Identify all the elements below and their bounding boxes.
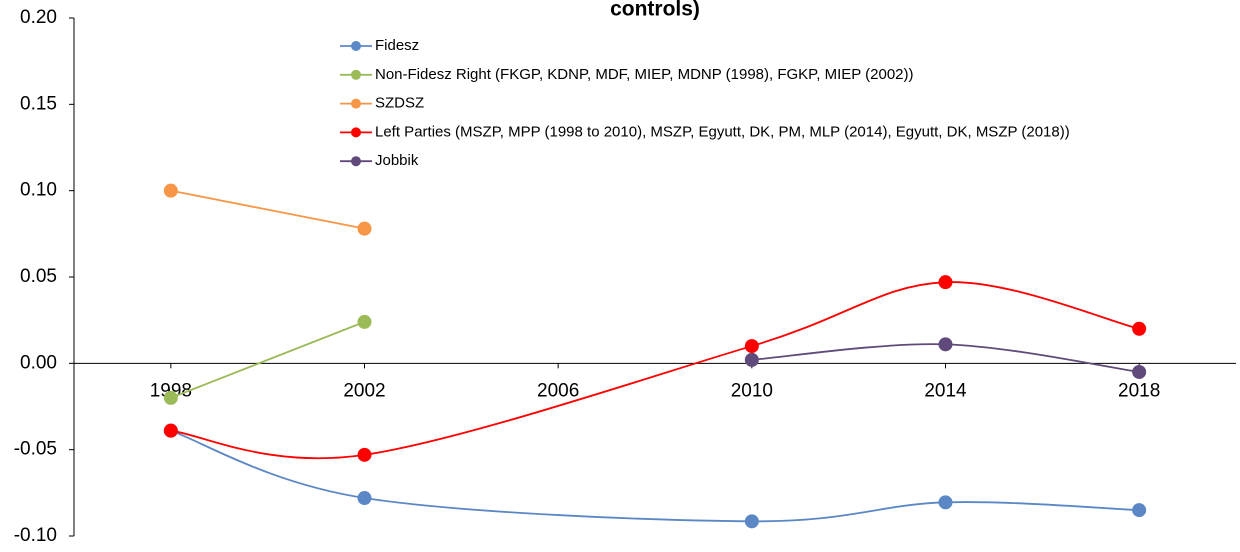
data-point <box>357 447 372 462</box>
legend-label: Jobbik <box>375 152 419 169</box>
data-point <box>357 314 372 329</box>
x-tick-label: 2014 <box>924 380 967 401</box>
series-line <box>170 281 1140 460</box>
legend-marker <box>351 156 361 167</box>
y-tick-label: 0.00 <box>20 352 57 373</box>
chart-title: controls) <box>610 0 700 21</box>
series-line <box>170 429 1140 523</box>
y-tick-label: -0.10 <box>14 525 57 546</box>
data-point <box>1132 321 1147 336</box>
legend-label: Fidesz <box>375 37 419 54</box>
data-point <box>357 221 372 236</box>
x-tick-label: 2002 <box>343 380 385 401</box>
x-tick-label: 2006 <box>537 380 579 401</box>
data-point <box>938 337 953 352</box>
data-point <box>163 423 178 438</box>
data-point <box>744 514 759 529</box>
legend-label: Left Parties (MSZP, MPP (1998 to 2010), … <box>375 123 1070 140</box>
data-point <box>357 491 372 506</box>
data-point <box>938 275 953 290</box>
y-tick-label: 0.15 <box>20 93 57 114</box>
x-tick-label: 1998 <box>150 380 192 401</box>
data-point <box>744 352 759 367</box>
data-point <box>163 183 178 198</box>
data-point <box>1132 364 1147 379</box>
data-point <box>744 339 759 354</box>
y-tick-label: 0.20 <box>20 7 57 28</box>
data-point <box>938 495 953 510</box>
legend-marker <box>351 41 361 51</box>
legend-marker <box>351 98 361 109</box>
y-tick-label: 0.10 <box>20 180 57 201</box>
legend-label: Non-Fidesz Right (FKGP, KDNP, MDF, MIEP,… <box>375 66 914 83</box>
data-point <box>1132 503 1147 518</box>
legend-marker <box>351 127 361 138</box>
y-tick-label: -0.05 <box>14 439 57 460</box>
y-tick-label: 0.05 <box>20 266 57 287</box>
series-line <box>170 321 365 399</box>
x-tick-label: 2018 <box>1118 380 1160 401</box>
legend-marker <box>351 69 361 80</box>
data-point <box>163 390 178 405</box>
legend-label: SZDSZ <box>375 95 424 112</box>
x-tick-label: 2010 <box>731 380 773 401</box>
series-line <box>170 189 365 230</box>
